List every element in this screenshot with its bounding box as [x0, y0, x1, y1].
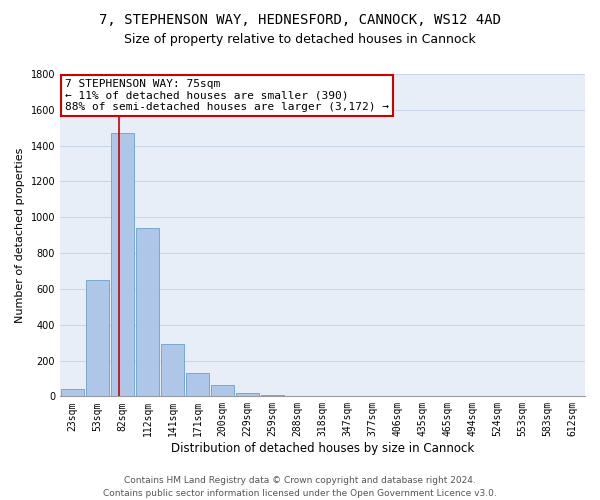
Bar [161, 344, 184, 397]
Bar [261, 394, 284, 396]
Bar [61, 389, 84, 396]
Bar [136, 228, 159, 396]
Text: 7, STEPHENSON WAY, HEDNESFORD, CANNOCK, WS12 4AD: 7, STEPHENSON WAY, HEDNESFORD, CANNOCK, … [99, 12, 501, 26]
Bar [86, 280, 109, 396]
Bar [211, 384, 234, 396]
Text: 7 STEPHENSON WAY: 75sqm
← 11% of detached houses are smaller (390)
88% of semi-d: 7 STEPHENSON WAY: 75sqm ← 11% of detache… [65, 79, 389, 112]
Bar [236, 393, 259, 396]
Text: Size of property relative to detached houses in Cannock: Size of property relative to detached ho… [124, 32, 476, 46]
X-axis label: Distribution of detached houses by size in Cannock: Distribution of detached houses by size … [171, 442, 474, 455]
Bar [111, 133, 134, 396]
Y-axis label: Number of detached properties: Number of detached properties [15, 148, 25, 323]
Text: Contains HM Land Registry data © Crown copyright and database right 2024.
Contai: Contains HM Land Registry data © Crown c… [103, 476, 497, 498]
Bar [186, 373, 209, 396]
